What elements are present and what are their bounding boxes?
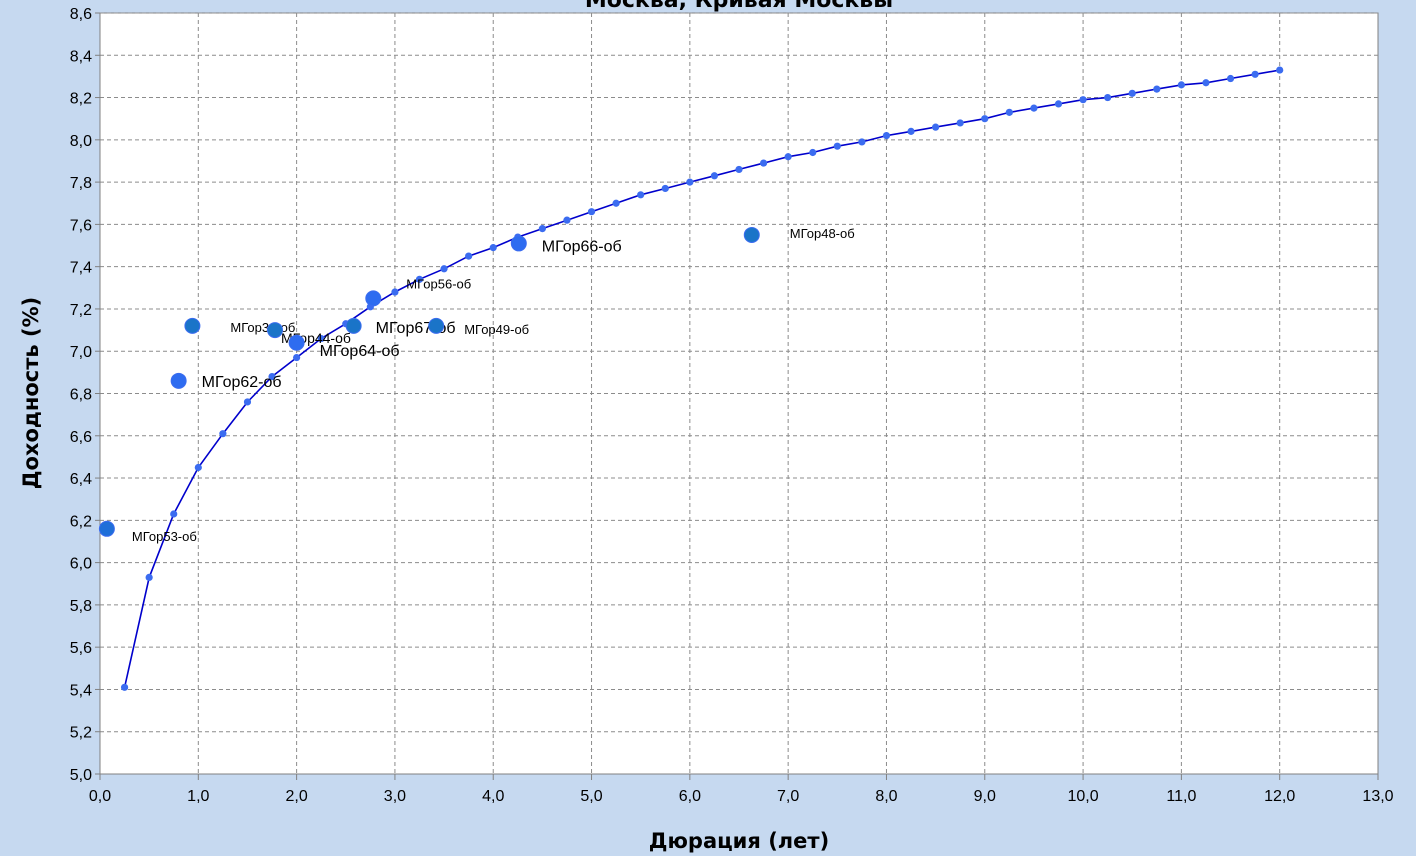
curve-point bbox=[785, 153, 792, 160]
bond-point bbox=[171, 373, 186, 388]
curve-point bbox=[588, 208, 595, 215]
bond-point bbox=[99, 521, 114, 536]
curve-point bbox=[1030, 105, 1037, 112]
y-tick-label: 5,2 bbox=[70, 725, 92, 742]
bond-label: МГор53-об bbox=[132, 529, 197, 544]
y-tick-label: 6,0 bbox=[70, 556, 92, 573]
curve-point bbox=[858, 138, 865, 145]
y-tick-label: 5,8 bbox=[70, 598, 92, 615]
x-tick-label: 7,0 bbox=[777, 788, 799, 805]
x-tick-labels: 0,0 1,0 2,0 3,0 4,0 5,0 6,0 7,0 8,0 9,0 10,0 11,0 12… bbox=[89, 788, 1394, 805]
y-tick-label: 5,4 bbox=[70, 682, 92, 699]
bond-point bbox=[366, 291, 381, 306]
bond-point bbox=[185, 318, 200, 333]
x-tick-label: 5,0 bbox=[580, 788, 602, 805]
y-tick-label: 8,2 bbox=[70, 91, 92, 108]
x-tick-label: 8,0 bbox=[875, 788, 897, 805]
curve-point bbox=[711, 172, 718, 179]
bond-point bbox=[744, 227, 759, 242]
curve-point bbox=[539, 225, 546, 232]
bond-point bbox=[289, 335, 304, 350]
curve-point bbox=[1079, 96, 1086, 103]
x-tick-label: 6,0 bbox=[679, 788, 701, 805]
curve-point bbox=[195, 464, 202, 471]
curve-point bbox=[1202, 79, 1209, 86]
bond-label: МГор49-об bbox=[464, 322, 529, 337]
curve-point bbox=[834, 143, 841, 150]
x-tick-label: 11,0 bbox=[1166, 788, 1196, 805]
curve-point bbox=[637, 191, 644, 198]
y-tick-label: 5,6 bbox=[70, 640, 92, 657]
y-axis-title: Доходность (%) bbox=[19, 297, 43, 489]
curve-point bbox=[907, 128, 914, 135]
bond-label: МГор64-об bbox=[320, 343, 400, 360]
bond-label: МГор56-об bbox=[406, 276, 471, 291]
bond-label: МГор66-об bbox=[542, 238, 622, 255]
y-tick-labels: 5,0 5,2 5,4 5,6 5,8 6,0 6,2 6,4 6,6 6,8 7,0 7,2 7,4 7… bbox=[70, 6, 92, 784]
curve-point bbox=[957, 119, 964, 126]
y-tick-label: 6,4 bbox=[70, 471, 92, 488]
y-tick-label: 8,4 bbox=[70, 48, 92, 65]
bond-label: МГор62-об bbox=[202, 374, 282, 391]
x-tick-label: 2,0 bbox=[285, 788, 307, 805]
x-tick-label: 0,0 bbox=[89, 788, 111, 805]
curve-point bbox=[1104, 94, 1111, 101]
y-tick-label: 7,6 bbox=[70, 217, 92, 234]
bond-point bbox=[429, 318, 444, 333]
y-tick-label: 6,2 bbox=[70, 513, 92, 530]
x-tick-label: 9,0 bbox=[974, 788, 996, 805]
y-tick-label: 6,8 bbox=[70, 387, 92, 404]
curve-point bbox=[735, 166, 742, 173]
y-tick-label: 6,6 bbox=[70, 429, 92, 446]
y-tick-label: 8,0 bbox=[70, 133, 92, 150]
y-tick-label: 7,8 bbox=[70, 175, 92, 192]
curve-point bbox=[170, 510, 177, 517]
bond-label: МГор48-об bbox=[790, 226, 855, 241]
y-tick-label: 8,6 bbox=[70, 6, 92, 23]
curve-point bbox=[219, 430, 226, 437]
curve-point bbox=[809, 149, 816, 156]
curve-point bbox=[981, 115, 988, 122]
curve-point bbox=[293, 354, 300, 361]
curve-point bbox=[440, 265, 447, 272]
curve-point bbox=[760, 159, 767, 166]
bond-point bbox=[511, 236, 526, 251]
y-tick-label: 7,0 bbox=[70, 344, 92, 361]
x-tick-label: 3,0 bbox=[384, 788, 406, 805]
curve-point bbox=[1006, 109, 1013, 116]
curve-point bbox=[244, 398, 251, 405]
x-tick-label: 12,0 bbox=[1264, 788, 1295, 805]
chart-title: Москва, Кривая Москвы bbox=[585, 0, 893, 13]
curve-point bbox=[1153, 86, 1160, 93]
x-tick-label: 10,0 bbox=[1068, 788, 1099, 805]
curve-point bbox=[391, 288, 398, 295]
curve-point bbox=[1227, 75, 1234, 82]
y-tick-label: 5,0 bbox=[70, 767, 92, 784]
y-tick-label: 7,2 bbox=[70, 302, 92, 319]
curve-point bbox=[1276, 66, 1283, 73]
x-axis-title: Дюрация (лет) bbox=[649, 829, 829, 853]
curve-point bbox=[1178, 81, 1185, 88]
curve-point bbox=[465, 252, 472, 259]
x-tick-label: 4,0 bbox=[482, 788, 504, 805]
curve-point bbox=[563, 217, 570, 224]
curve-point bbox=[1252, 71, 1259, 78]
curve-point bbox=[146, 574, 153, 581]
bond-point bbox=[346, 318, 361, 333]
curve-point bbox=[490, 244, 497, 251]
x-tick-label: 1,0 bbox=[187, 788, 209, 805]
curve-point bbox=[1129, 90, 1136, 97]
curve-point bbox=[613, 200, 620, 207]
x-tick-label: 13,0 bbox=[1362, 788, 1393, 805]
curve-point bbox=[932, 124, 939, 131]
curve-point bbox=[883, 132, 890, 139]
curve-point bbox=[121, 684, 128, 691]
curve-point bbox=[662, 185, 669, 192]
curve-point bbox=[686, 179, 693, 186]
curve-point bbox=[1055, 100, 1062, 107]
y-tick-label: 7,4 bbox=[70, 260, 92, 277]
